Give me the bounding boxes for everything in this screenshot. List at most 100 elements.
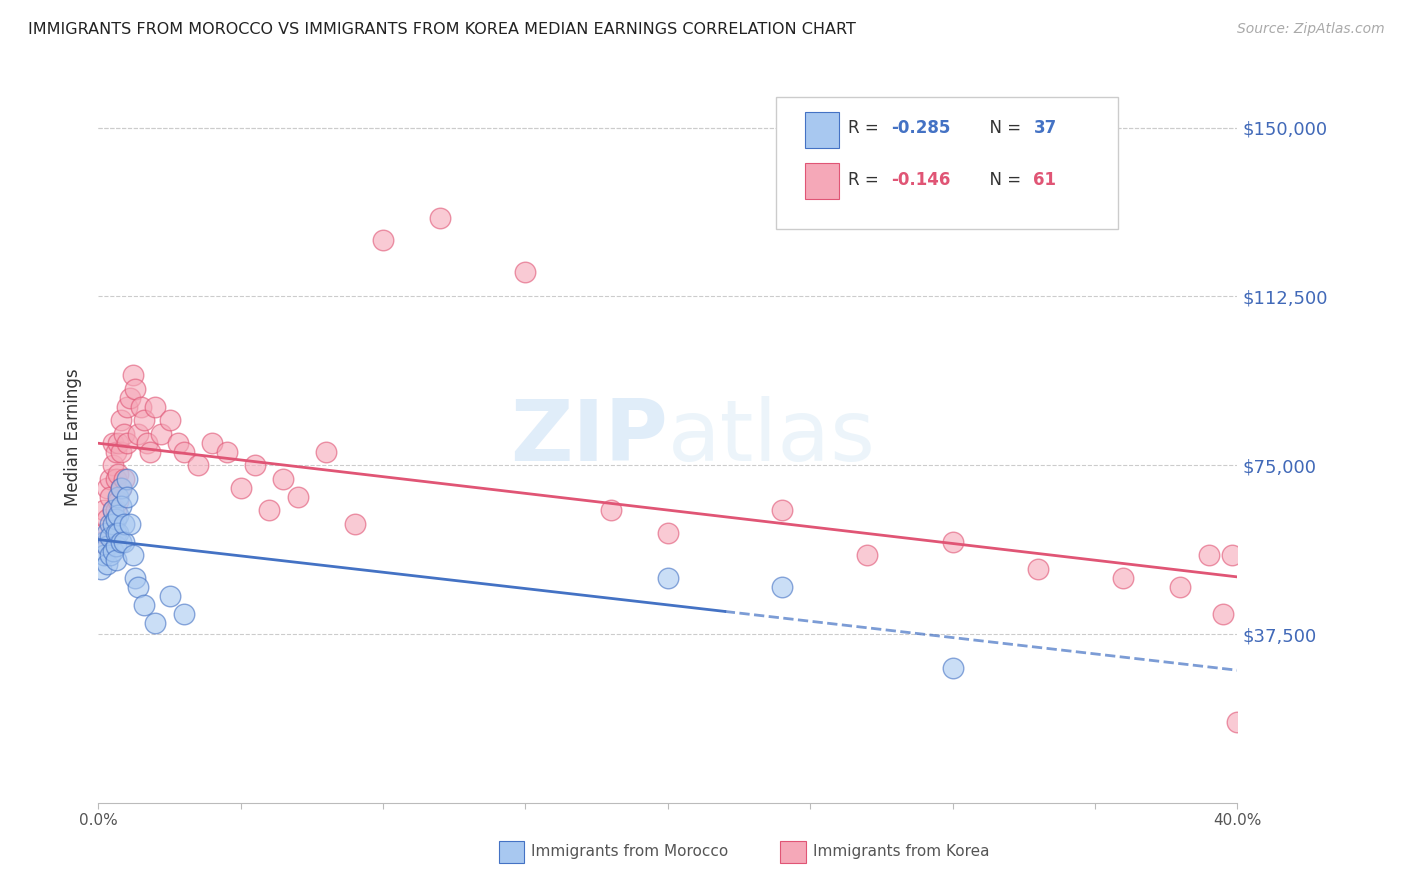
Point <box>107 508 129 522</box>
Point <box>315 444 337 458</box>
Point <box>96 539 118 553</box>
Point <box>90 562 112 576</box>
Point <box>259 503 281 517</box>
Y-axis label: Median Earnings: Median Earnings <box>65 368 83 506</box>
Point <box>145 615 167 630</box>
Point <box>1212 607 1234 621</box>
Point <box>215 444 238 458</box>
Point <box>115 400 138 414</box>
Text: -0.285: -0.285 <box>891 120 950 137</box>
FancyBboxPatch shape <box>776 97 1118 228</box>
Point <box>96 558 118 572</box>
Point <box>112 472 135 486</box>
Point <box>98 490 121 504</box>
Point <box>107 494 129 508</box>
Point <box>110 413 132 427</box>
Point <box>145 400 167 414</box>
Point <box>118 391 141 405</box>
Point <box>93 503 115 517</box>
Point <box>101 503 124 517</box>
Point <box>98 530 121 544</box>
Text: ZIP: ZIP <box>510 395 668 479</box>
Point <box>121 548 143 562</box>
Point <box>1220 548 1243 562</box>
Point <box>104 503 127 517</box>
Point <box>129 400 152 414</box>
Point <box>110 499 132 513</box>
Point <box>942 534 965 549</box>
Text: -0.146: -0.146 <box>891 170 950 188</box>
Text: Immigrants from Morocco: Immigrants from Morocco <box>531 845 728 859</box>
Point <box>93 534 115 549</box>
Point <box>187 458 209 473</box>
Point <box>127 426 149 441</box>
Point <box>600 503 623 517</box>
Point <box>515 265 537 279</box>
Point <box>115 490 138 504</box>
Point <box>104 444 127 458</box>
Point <box>429 211 451 225</box>
Bar <box>804 112 839 148</box>
Point <box>93 548 115 562</box>
Point <box>101 435 124 450</box>
Bar <box>499 841 524 863</box>
Point <box>104 553 127 567</box>
Point <box>167 435 190 450</box>
Point <box>657 571 679 585</box>
Point <box>138 444 160 458</box>
Point <box>96 512 118 526</box>
Text: R =: R = <box>848 170 884 188</box>
Point <box>173 607 195 621</box>
Point <box>1026 562 1049 576</box>
Point <box>101 503 124 517</box>
Point <box>343 516 366 531</box>
Point <box>96 481 118 495</box>
Point <box>101 516 124 531</box>
Point <box>115 472 138 486</box>
Point <box>104 472 127 486</box>
Text: 37: 37 <box>1033 120 1057 137</box>
Text: 61: 61 <box>1033 170 1056 188</box>
Point <box>243 458 266 473</box>
Point <box>132 598 155 612</box>
Point <box>173 444 195 458</box>
Text: N =: N = <box>979 120 1026 137</box>
Text: Source: ZipAtlas.com: Source: ZipAtlas.com <box>1237 22 1385 37</box>
Point <box>942 661 965 675</box>
Point <box>115 435 138 450</box>
Point <box>112 426 135 441</box>
Point <box>1112 571 1135 585</box>
Point <box>373 233 395 247</box>
Point <box>93 525 115 540</box>
Point <box>110 481 132 495</box>
Point <box>112 534 135 549</box>
Point <box>229 481 252 495</box>
Point <box>287 490 309 504</box>
Point <box>132 413 155 427</box>
Point <box>159 413 181 427</box>
Point <box>118 516 141 531</box>
Point <box>98 516 121 531</box>
Point <box>98 472 121 486</box>
Point <box>201 435 224 450</box>
Point <box>101 458 124 473</box>
Point <box>104 539 127 553</box>
Point <box>90 534 112 549</box>
Text: IMMIGRANTS FROM MOROCCO VS IMMIGRANTS FROM KOREA MEDIAN EARNINGS CORRELATION CHA: IMMIGRANTS FROM MOROCCO VS IMMIGRANTS FR… <box>28 22 856 37</box>
Point <box>124 382 146 396</box>
Point <box>110 444 132 458</box>
Point <box>112 516 135 531</box>
Point <box>1170 580 1192 594</box>
Point <box>98 548 121 562</box>
Bar <box>804 163 839 200</box>
Point <box>107 467 129 482</box>
Point <box>124 571 146 585</box>
Text: R =: R = <box>848 120 884 137</box>
Point <box>770 503 793 517</box>
Point <box>107 525 129 540</box>
Point <box>159 589 181 603</box>
Point <box>96 525 118 540</box>
Point <box>104 525 127 540</box>
Text: atlas: atlas <box>668 395 876 479</box>
Text: N =: N = <box>979 170 1026 188</box>
